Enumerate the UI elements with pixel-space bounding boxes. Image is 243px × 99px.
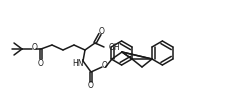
Text: HN: HN <box>72 59 84 69</box>
Text: O: O <box>99 27 105 36</box>
Text: O: O <box>32 42 37 51</box>
Text: O: O <box>38 59 44 68</box>
Text: O: O <box>102 60 107 69</box>
Text: O: O <box>88 81 94 90</box>
Text: OH: OH <box>109 42 121 51</box>
